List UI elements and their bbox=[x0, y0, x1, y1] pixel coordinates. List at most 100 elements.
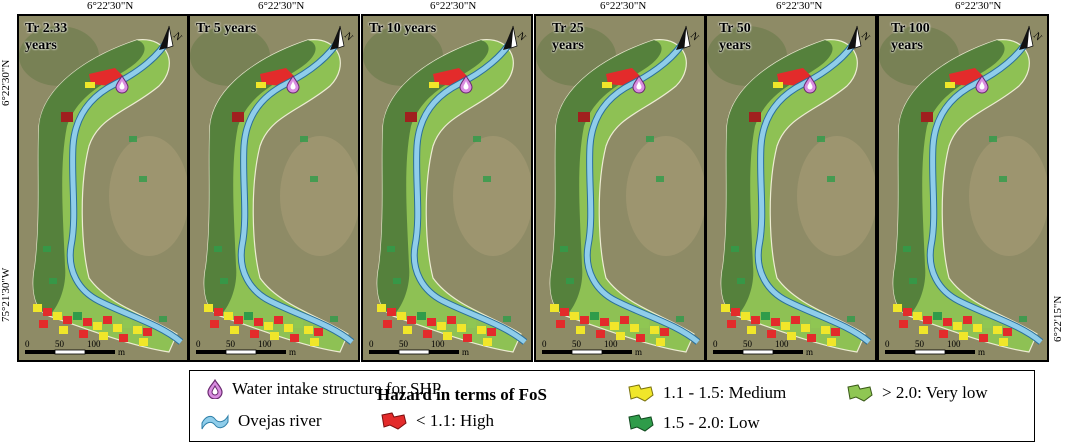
high-hazard-cell bbox=[234, 316, 243, 324]
low-hazard-patch bbox=[909, 278, 917, 284]
high-hazard-cell bbox=[487, 328, 496, 336]
scale-unit: m bbox=[978, 347, 985, 357]
water-intake-icon bbox=[975, 75, 989, 94]
bare-soil-area bbox=[626, 136, 704, 256]
medium-hazard-upper bbox=[85, 82, 95, 88]
scale-tick-label: 100 bbox=[947, 339, 961, 349]
high-hazard-cell bbox=[580, 316, 589, 324]
forested-slope bbox=[550, 40, 662, 316]
left-coordinate-upper: 6°22'30"N bbox=[0, 59, 12, 106]
top-coordinate-label-1: 6°22'30"N bbox=[87, 0, 134, 12]
map-panel-tr-2-33: N 0 50 100 m Tr 2.33 years bbox=[17, 14, 189, 362]
bare-soil-area bbox=[109, 136, 187, 256]
medium-hazard-cell bbox=[821, 326, 830, 334]
low-hazard-patch bbox=[676, 316, 684, 322]
north-arrow-icon: N bbox=[159, 25, 184, 50]
high-hazard-cell bbox=[767, 330, 776, 338]
medium-hazard-upper bbox=[945, 82, 955, 88]
high-hazard-cell bbox=[39, 320, 48, 328]
top-coordinate-label-4: 6°22'30"N bbox=[600, 0, 647, 12]
forested-slope bbox=[721, 40, 833, 316]
very-low-hazard-cell bbox=[811, 320, 820, 328]
high-hazard-swatch-icon bbox=[381, 412, 407, 430]
medium-hazard-cell bbox=[741, 312, 750, 320]
medium-hazard-cell bbox=[33, 304, 42, 312]
medium-hazard-cell bbox=[284, 324, 293, 332]
high-hazard-cell bbox=[943, 318, 952, 326]
low-hazard-patch bbox=[129, 136, 137, 142]
low-hazard-patch bbox=[49, 278, 57, 284]
high-hazard-cell bbox=[560, 308, 569, 316]
scale-bar: 0 50 100 m bbox=[542, 339, 642, 357]
very-low-hazard-cell bbox=[467, 320, 476, 328]
legend-hazard-title: Hazard in terms of FoS bbox=[377, 385, 547, 404]
low-hazard-patch bbox=[847, 316, 855, 322]
high-hazard-cell bbox=[600, 318, 609, 326]
forested-slope bbox=[893, 40, 1005, 316]
low-hazard-swatch-icon bbox=[628, 414, 654, 432]
high-hazard-cell bbox=[447, 316, 456, 324]
high-hazard-cell bbox=[79, 330, 88, 338]
ovejas-river bbox=[927, 36, 1043, 344]
river-icon bbox=[201, 414, 229, 430]
high-hazard-cell bbox=[290, 334, 299, 342]
medium-hazard-cell bbox=[397, 312, 406, 320]
high-hazard-cell bbox=[407, 316, 416, 324]
scale-tick-label: 0 bbox=[542, 339, 547, 349]
low-hazard-patch bbox=[817, 136, 825, 142]
low-hazard-patch bbox=[214, 246, 222, 252]
forested-slope bbox=[377, 40, 489, 316]
low-hazard-patch bbox=[566, 278, 574, 284]
bare-soil-area bbox=[969, 136, 1047, 256]
ovejas-river bbox=[238, 36, 354, 344]
high-hazard-cell bbox=[596, 330, 605, 338]
high-hazard-cell bbox=[923, 316, 932, 324]
medium-hazard-cell bbox=[630, 324, 639, 332]
scale-unit: m bbox=[806, 347, 813, 357]
low-hazard-patch bbox=[310, 176, 318, 182]
medium-hazard-cell bbox=[913, 312, 922, 320]
medium-hazard-cell bbox=[437, 322, 446, 330]
left-coordinate-lower: 75°21'30"W bbox=[0, 267, 12, 322]
high-hazard-cell bbox=[254, 318, 263, 326]
ovejas-river bbox=[67, 36, 183, 344]
north-arrow-icon: N bbox=[847, 25, 872, 50]
medium-hazard-cell bbox=[953, 322, 962, 330]
very-low-hazard-cell bbox=[294, 320, 303, 328]
high-hazard-cell bbox=[210, 320, 219, 328]
high-hazard-cell bbox=[250, 330, 259, 338]
scale-tick-label: 50 bbox=[55, 339, 65, 349]
high-hazard-cell bbox=[314, 328, 323, 336]
scale-bar: 0 50 100 m bbox=[885, 339, 985, 357]
high-hazard-cell bbox=[903, 308, 912, 316]
high-hazard-cell bbox=[103, 316, 112, 324]
low-hazard-patch bbox=[503, 316, 511, 322]
high-hazard-cell bbox=[43, 308, 52, 316]
scale-tick-label: 50 bbox=[399, 339, 409, 349]
scale-unit: m bbox=[462, 347, 469, 357]
scale-tick-label: 50 bbox=[743, 339, 753, 349]
medium-hazard-cell bbox=[310, 338, 319, 346]
low-hazard-patch bbox=[300, 136, 308, 142]
medium-hazard-cell bbox=[99, 332, 108, 340]
scale-tick-label: 100 bbox=[604, 339, 618, 349]
medium-hazard-cell bbox=[304, 326, 313, 334]
right-coordinate: 6°22'15"N bbox=[1052, 295, 1064, 342]
medium-hazard-cell bbox=[610, 322, 619, 330]
medium-hazard-cell bbox=[650, 326, 659, 334]
map-panel-tr-25: N 0 50 100 m Tr 25 years bbox=[534, 14, 706, 362]
very-low-hazard-swatch-icon bbox=[847, 384, 873, 402]
medium-hazard-cell bbox=[787, 332, 796, 340]
high-hazard-cell bbox=[731, 308, 740, 316]
scale-unit: m bbox=[118, 347, 125, 357]
low-hazard-patch bbox=[737, 278, 745, 284]
medium-hazard-cell bbox=[264, 322, 273, 330]
scale-bar: 0 50 100 m bbox=[25, 339, 125, 357]
bare-soil-area bbox=[280, 136, 358, 256]
high-hazard-slope bbox=[921, 112, 933, 122]
scale-unit: m bbox=[289, 347, 296, 357]
scale-tick-label: 0 bbox=[713, 339, 718, 349]
